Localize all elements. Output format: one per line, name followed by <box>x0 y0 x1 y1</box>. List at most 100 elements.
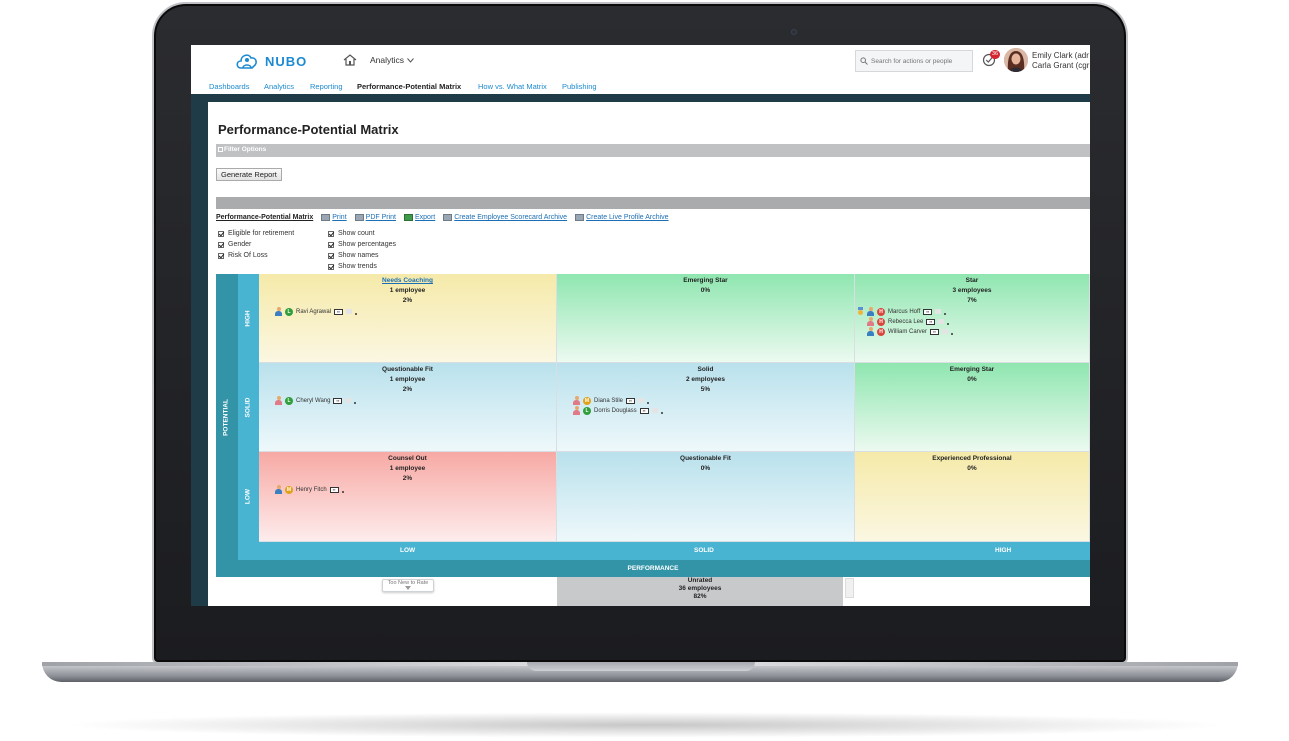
checkbox[interactable] <box>328 230 334 237</box>
option-show-count[interactable]: Show count <box>328 230 375 237</box>
employee-name[interactable]: Cheryl Wang <box>296 397 331 404</box>
matrix-cell-star[interactable]: Star 3 employees 7% H Marcus Hoff ▪▪ <box>855 274 1090 363</box>
profile-card-icon[interactable]: ▪▪ <box>923 308 933 315</box>
unrated-title: Unrated <box>687 577 713 584</box>
cell-title[interactable]: Needs Coaching <box>382 277 433 284</box>
col-label-solid: SOLID <box>694 547 714 554</box>
home-icon[interactable] <box>343 54 357 66</box>
employee-entry[interactable]: M Henry Fitch ▪▪ <box>275 485 344 494</box>
employee-entry[interactable]: L Cheryl Wang ▪▪ <box>275 396 357 405</box>
report-toolbar: Performance-Potential Matrix Print PDF P… <box>216 214 669 221</box>
option-gender[interactable]: Gender <box>218 241 251 248</box>
screen: NUBO Analytics 36 <box>191 45 1090 606</box>
user-name[interactable]: Emily Clark (adr <box>1032 51 1089 60</box>
profile-card-icon[interactable]: ▪▪ <box>926 318 936 325</box>
profile-card-icon[interactable]: ▪▪ <box>639 407 649 414</box>
checkbox[interactable] <box>218 230 224 237</box>
option-show-percentages[interactable]: Show percentages <box>328 241 396 248</box>
avatar[interactable] <box>1004 48 1028 72</box>
live-profile-archive-link[interactable]: Create Live Profile Archive <box>575 214 669 221</box>
tab-analytics[interactable]: Analytics <box>264 81 295 91</box>
female-person-icon <box>275 396 282 405</box>
too-new-to-rate-dropdown[interactable]: Too New to Rate <box>382 579 434 592</box>
option-label: Eligible for retirement <box>228 230 295 237</box>
employee-name[interactable]: Marcus Hoff <box>888 308 921 315</box>
generate-report-button[interactable]: Generate Report <box>216 168 282 181</box>
female-person-icon <box>573 406 580 415</box>
employee-entry[interactable]: H William Carver ▪▪ <box>867 327 953 336</box>
employee-entry[interactable]: M Diana Stile ▪▪ <box>573 396 650 405</box>
employee-name[interactable]: William Carver <box>888 328 927 335</box>
employee-name[interactable]: Diana Stile <box>594 397 624 404</box>
dot <box>947 322 950 325</box>
matrix-cell-solid[interactable]: Solid 2 employees 5% M Diana Stile ▪▪ <box>557 363 855 452</box>
checkbox[interactable] <box>328 241 334 248</box>
employee-entry[interactable]: L Dorris Douglass ▪▪ <box>573 406 663 415</box>
tasks-check-icon[interactable] <box>982 53 996 67</box>
checkbox[interactable] <box>328 252 334 259</box>
cell-percent: 2% <box>402 297 413 304</box>
report-title-link[interactable]: Performance-Potential Matrix <box>216 214 314 221</box>
matrix-cell-experienced-professional[interactable]: Experienced Professional 0% <box>855 452 1090 542</box>
archive-icon <box>443 214 453 221</box>
pdf-print-label: PDF Print <box>365 214 396 221</box>
profile-card-icon[interactable]: ▪▪ <box>930 328 939 335</box>
employee-entry[interactable]: H Rebecca Lee ▪▪ <box>867 317 950 326</box>
cell-percent: 0% <box>700 287 711 294</box>
scrollbar[interactable] <box>845 578 854 598</box>
cell-count: 1 employee <box>389 465 426 472</box>
risk-badge: H <box>877 327 885 336</box>
employee-name[interactable]: Dorris Douglass <box>594 407 637 414</box>
checkbox[interactable] <box>218 252 224 259</box>
scorecard-archive-link[interactable]: Create Employee Scorecard Archive <box>443 214 567 221</box>
tab-how-vs-what-matrix[interactable]: How vs. What Matrix <box>478 81 547 91</box>
checkbox[interactable] <box>328 263 334 270</box>
employee-name[interactable]: Henry Fitch <box>296 486 327 493</box>
matrix-cell-counsel-out[interactable]: Counsel Out 1 employee 2% M Henry Fitch … <box>259 452 557 542</box>
risk-badge: H <box>877 307 885 316</box>
matrix-cell-questionable-fit-2[interactable]: Questionable Fit 0% <box>557 452 855 542</box>
user-photo-icon <box>1004 48 1028 72</box>
profile-card-icon[interactable]: ▪▪ <box>333 397 343 404</box>
search-input[interactable] <box>871 57 971 65</box>
employee-entry[interactable]: L Ravi Agrawal ▪▪ <box>275 307 358 316</box>
dot <box>660 411 663 414</box>
export-link[interactable]: Export <box>404 214 435 221</box>
unrated-box[interactable]: Unrated 36 employees 82% <box>557 577 843 606</box>
tab-performance-potential-matrix[interactable]: Performance-Potential Matrix <box>357 81 462 91</box>
unrated-count: 36 employees <box>678 585 722 592</box>
notification-badge: 36 <box>990 50 1000 59</box>
option-risk-of-loss[interactable]: Risk Of Loss <box>218 252 268 259</box>
proxy-user-name[interactable]: Carla Grant (cgr <box>1032 61 1090 70</box>
search-box[interactable] <box>855 50 973 72</box>
print-link[interactable]: Print <box>321 214 347 221</box>
tab-dashboards[interactable]: Dashboards <box>209 81 250 91</box>
profile-card-icon[interactable]: ▪▪ <box>626 397 636 404</box>
tab-publishing[interactable]: Publishing <box>562 81 597 91</box>
pdf-print-link[interactable]: PDF Print <box>354 214 396 221</box>
dot <box>951 332 953 335</box>
matrix-cell-needs-coaching[interactable]: Needs Coaching 1 employee 2% L Ravi Agra… <box>259 274 557 363</box>
profile-card-icon[interactable]: ▪▪ <box>329 486 339 493</box>
search-icon <box>860 57 868 65</box>
option-show-names[interactable]: Show names <box>328 252 378 259</box>
row-label-low: LOW <box>244 488 252 505</box>
employee-name[interactable]: Rebecca Lee <box>888 318 924 325</box>
matrix-cell-questionable-fit[interactable]: Questionable Fit 1 employee 2% L Cheryl … <box>259 363 557 452</box>
filter-options-bar[interactable]: Filter Options <box>216 144 1090 157</box>
matrix-cell-emerging-star[interactable]: Emerging Star 0% <box>557 274 855 363</box>
employee-entry[interactable]: H Marcus Hoff ▪▪ <box>857 307 947 316</box>
checkbox[interactable] <box>218 241 224 248</box>
cell-title: Star <box>965 277 979 284</box>
matrix-cell-emerging-star-2[interactable]: Emerging Star 0% <box>855 363 1090 452</box>
employee-name[interactable]: Ravi Agrawal <box>296 308 332 315</box>
option-eligible-retirement[interactable]: Eligible for retirement <box>218 230 294 237</box>
trend-icon <box>942 329 948 334</box>
app-logo[interactable]: NUBO <box>235 51 307 71</box>
page-title: Performance-Potential Matrix <box>218 122 399 137</box>
tab-reporting[interactable]: Reporting <box>310 81 343 91</box>
profile-card-icon[interactable]: ▪▪ <box>334 308 344 315</box>
option-show-trends[interactable]: Show trends <box>328 263 377 270</box>
analytics-menu[interactable]: Analytics <box>370 55 414 65</box>
